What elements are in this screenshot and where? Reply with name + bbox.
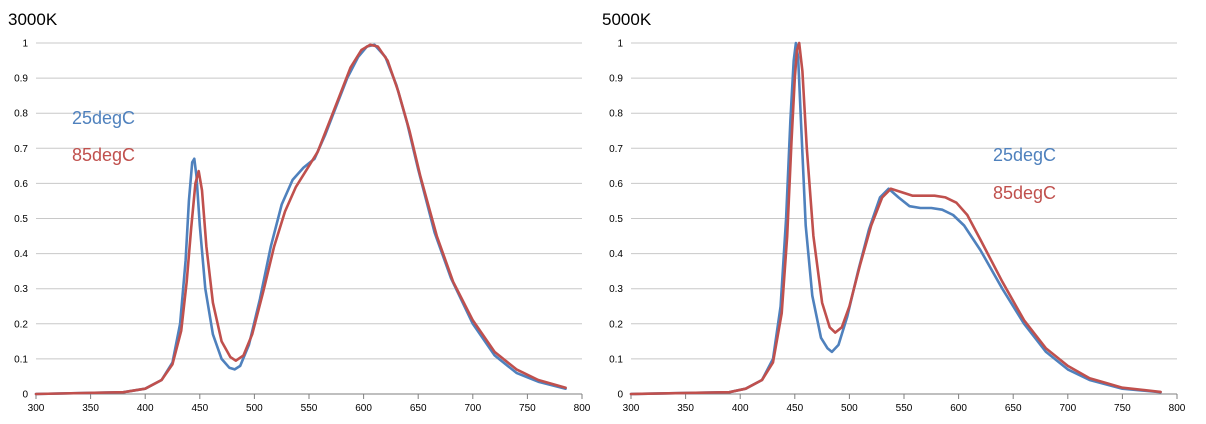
x-tick-label: 600 [355, 403, 372, 414]
y-tick-label: 0.7 [609, 144, 623, 155]
y-tick-label: 0.9 [14, 74, 28, 85]
series-label-85degC: 85degC [72, 145, 135, 165]
chart-panel-3000k: 3000K 0 0.1 0.2 0.3 0.4 0.5 0.6 0.7 0.8 0.9 1 300 350… [8, 10, 591, 414]
x-tick-label: 700 [1059, 403, 1076, 414]
x-tick-label: 650 [410, 403, 427, 414]
chart-title: 3000K [8, 10, 58, 29]
y-tick-label: 0.7 [14, 144, 28, 155]
series-label-25degC: 25degC [993, 145, 1056, 165]
y-tick-label: 0.6 [14, 179, 28, 190]
y-tick-label: 0.2 [14, 319, 28, 330]
x-tick-label: 350 [82, 403, 99, 414]
x-tick-label: 400 [732, 403, 749, 414]
chart-title: 5000K [602, 10, 652, 29]
series-line-85degC [629, 41, 1162, 396]
y-tick-label: 0.5 [14, 214, 28, 225]
x-tick-label: 300 [28, 403, 45, 414]
y-tick-label: 0.5 [609, 214, 623, 225]
y-tick-label: 0.3 [14, 284, 28, 295]
y-tick-label: 0.1 [609, 354, 623, 365]
x-tick-label: 750 [1114, 403, 1131, 414]
x-tick-label: 300 [623, 403, 640, 414]
x-tick-label: 800 [1169, 403, 1186, 414]
x-tick-label: 600 [950, 403, 967, 414]
y-tick-label: 1 [617, 39, 623, 50]
y-tick-label: 0.3 [609, 284, 623, 295]
y-tick-label: 0.4 [609, 249, 623, 260]
series-label-85degC: 85degC [993, 183, 1056, 203]
x-tick-label: 650 [1005, 403, 1022, 414]
x-tick-label: 550 [301, 403, 318, 414]
y-tick-label: 1 [22, 39, 28, 50]
series-label-25degC: 25degC [72, 108, 135, 128]
y-tick-label: 0.1 [14, 354, 28, 365]
series-line-85degC [34, 43, 567, 396]
chart-panel-5000k: 5000K 0 0.1 0.2 0.3 0.4 0.5 0.6 0.7 0.8 0.9 1 300 350… [602, 10, 1186, 414]
x-tick-label: 450 [786, 403, 803, 414]
x-tick-label: 500 [246, 403, 263, 414]
x-tick-label: 800 [574, 403, 591, 414]
x-tick-label: 750 [519, 403, 536, 414]
y-tick-label: 0.9 [609, 74, 623, 85]
x-tick-label: 500 [841, 403, 858, 414]
y-tick-label: 0 [617, 390, 623, 401]
x-tick-label: 550 [896, 403, 913, 414]
y-tick-label: 0.8 [14, 109, 28, 120]
x-tick-label: 700 [464, 403, 481, 414]
y-tick-label: 0.4 [14, 249, 28, 260]
y-tick-label: 0.2 [609, 319, 623, 330]
y-tick-label: 0 [22, 390, 28, 401]
x-tick-label: 450 [191, 403, 208, 414]
x-tick-label: 400 [137, 403, 154, 414]
y-tick-label: 0.6 [609, 179, 623, 190]
x-tick-label: 350 [677, 403, 694, 414]
y-tick-label: 0.8 [609, 109, 623, 120]
